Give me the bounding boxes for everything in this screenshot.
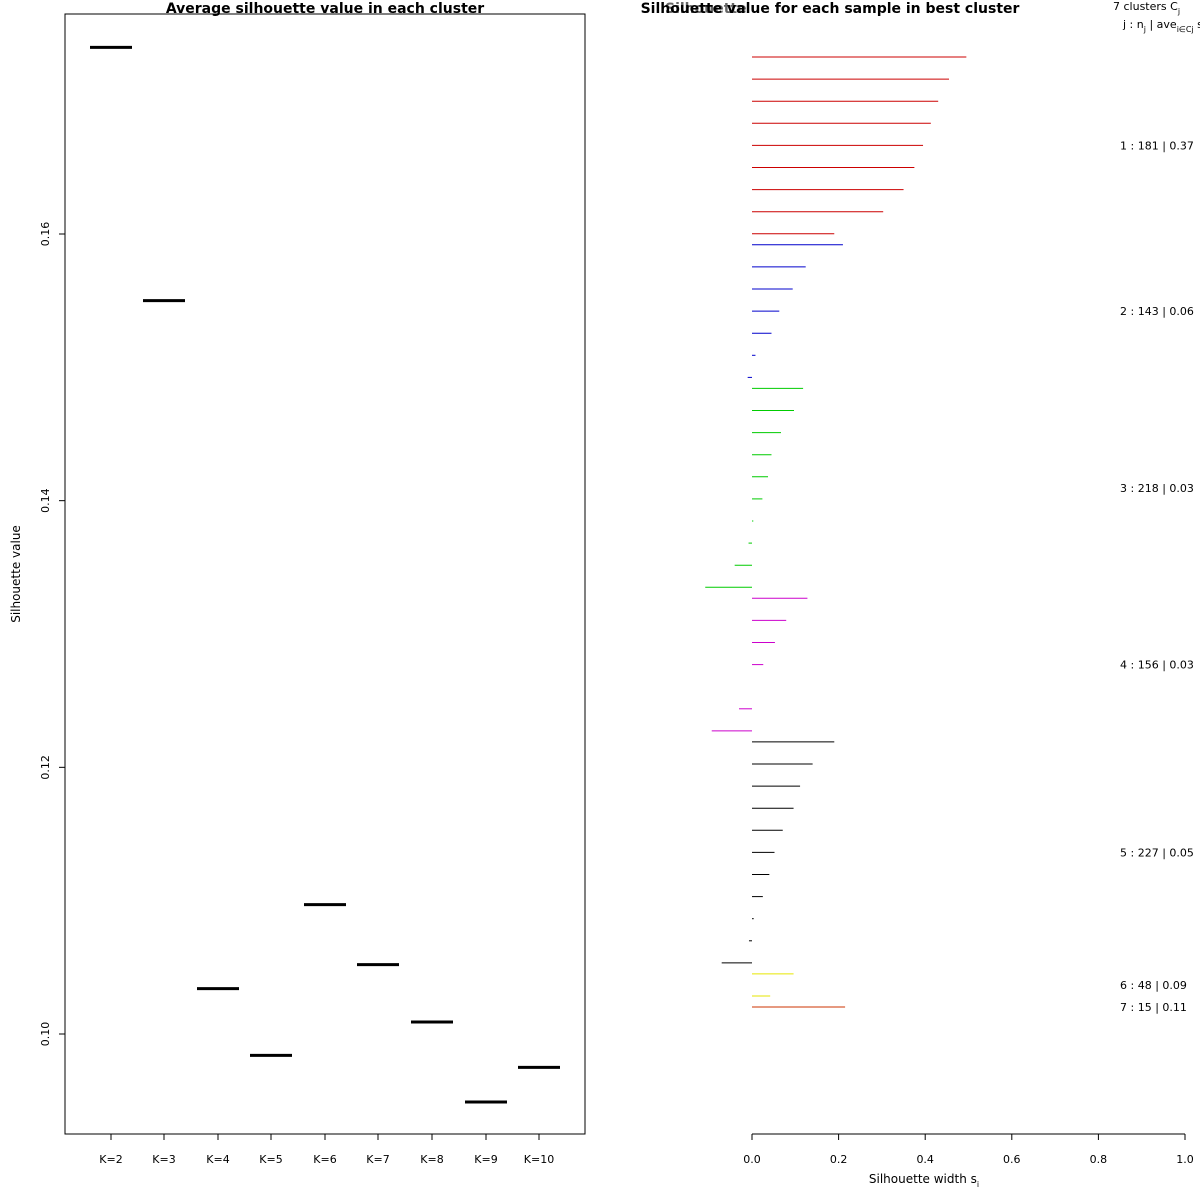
right-x-tick-label: 0.2 [830,1153,848,1166]
left-x-tick-label: K=7 [366,1153,389,1166]
left-x-tick-label: K=9 [474,1153,497,1166]
left-data-marks [90,45,560,1104]
left-y-tick-label: 0.16 [39,222,52,247]
right-silhouette-bars [705,56,967,1008]
left-x-tick-label: K=6 [313,1153,336,1166]
left-chart-title: Average silhouette value in each cluster [166,1,484,17]
left-y-tick-label: 0.14 [39,488,52,512]
left-x-tick-label: K=4 [206,1153,229,1166]
left-x-tick-label: K=10 [524,1153,554,1166]
cluster-summary-label: 4 : 156 | 0.03 [1120,659,1194,672]
cluster-summary-label: 3 : 218 | 0.03 [1120,482,1194,495]
right-cluster-labels: 1 : 181 | 0.37 2 : 143 | 0.06 3 : 218 | 0.… [1120,139,1194,1014]
left-plot-frame [64,13,586,1135]
left-y-tick-label: 0.10 [39,1022,52,1047]
left-y-tick-label: 0.12 [39,755,52,780]
left-y-axis: 0.10 0.12 0.14 0.16 [39,222,65,1047]
cluster-summary-label: 7 : 15 | 0.11 [1120,1001,1187,1014]
right-x-tick-label: 0.0 [743,1153,761,1166]
right-chart-overlay-title: Silhouette [665,1,747,17]
right-x-tick-label: 1.0 [1176,1153,1194,1166]
left-panel: Average silhouette value in each cluster… [9,1,586,1166]
right-x-axis: 0.0 0.2 0.4 0.6 0.8 1.0 [743,1134,1194,1166]
cluster-summary-label: 5 : 227 | 0.05 [1120,846,1194,859]
cluster-summary-label: 2 : 143 | 0.06 [1120,305,1194,318]
left-x-tick-label: K=8 [420,1153,443,1166]
right-x-axis-label: Silhouette width si [869,1172,979,1189]
right-x-tick-label: 0.8 [1090,1153,1108,1166]
right-panel: Silhouette value for each sample in best… [641,0,1200,1189]
right-x-tick-label: 0.4 [916,1153,934,1166]
cluster-summary-label: 1 : 181 | 0.37 [1120,139,1194,152]
left-x-tick-label: K=2 [99,1153,122,1166]
right-chart-title: Silhouette value for each sample in best… [641,1,1020,17]
cluster-summary-label: 6 : 48 | 0.09 [1120,979,1187,992]
left-x-tick-label: K=3 [152,1153,175,1166]
left-x-axis: K=2 K=3 K=4 K=5 K=6 K=7 K=8 K=9 K=10 [99,1134,554,1166]
legend-header-line1: 7 clusters Cj [1113,0,1180,16]
legend-header-line2: j : nj | avei∈Cj s [1122,18,1200,34]
right-x-tick-label: 0.6 [1003,1153,1021,1166]
left-x-tick-label: K=5 [259,1153,282,1166]
left-y-axis-label: Silhouette value [9,525,23,623]
